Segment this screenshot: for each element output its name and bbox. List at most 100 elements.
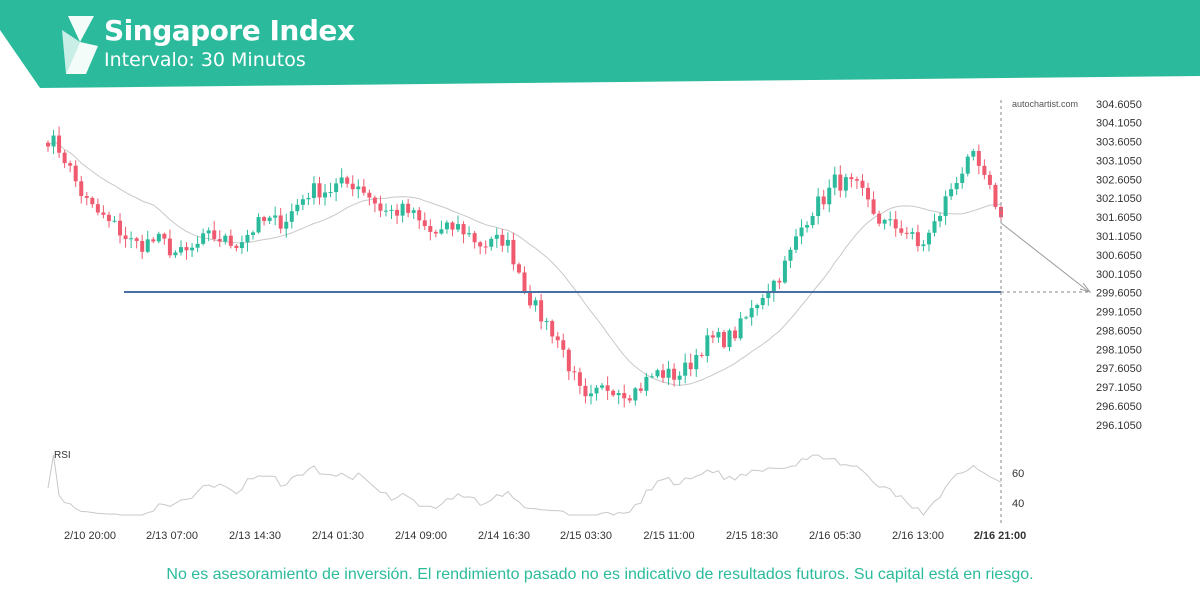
candle-body [882, 219, 887, 224]
candle-body [810, 216, 815, 226]
price-tick-label: 296.1050 [1096, 420, 1142, 432]
candle-body [295, 204, 300, 212]
candle-body [943, 196, 948, 216]
price-tick-label: 296.6050 [1096, 401, 1142, 413]
candle-body [46, 142, 50, 147]
candle-body [533, 300, 538, 306]
candle-body [262, 217, 267, 221]
candle-body [965, 156, 970, 174]
candle-body [633, 388, 638, 401]
candle-body [871, 199, 876, 214]
candle-body [406, 203, 411, 213]
candle-body [383, 210, 388, 212]
candle-body [90, 197, 95, 205]
candle-body [860, 180, 865, 188]
candle-body [439, 229, 444, 234]
candle-body [145, 239, 150, 252]
candle-body [577, 372, 582, 386]
candle-body [267, 217, 272, 221]
candle-body [572, 371, 577, 373]
candle-body [57, 135, 62, 153]
candle-body [727, 330, 732, 348]
candle-body [162, 233, 167, 239]
candle-body [921, 244, 926, 247]
candle-body [677, 375, 682, 380]
candle-body [622, 393, 627, 399]
candle-body [112, 220, 117, 222]
candle-body [101, 212, 106, 215]
rsi-label: RSI [54, 450, 71, 461]
candle-body [417, 210, 422, 221]
candle-body [938, 215, 943, 222]
candle-body [284, 221, 289, 229]
candle-body [771, 280, 776, 293]
candle-body [79, 181, 84, 197]
candle-body [893, 219, 898, 229]
candle-body [173, 252, 178, 256]
candle-body [151, 239, 156, 242]
candle-body [561, 340, 566, 350]
candle-body [206, 230, 211, 234]
watermark: autochartist.com [1012, 99, 1078, 109]
candle-body [234, 245, 239, 249]
candle-body [378, 203, 383, 211]
candle-body [611, 390, 616, 396]
time-tick-label: 2/16 21:00 [974, 530, 1027, 542]
candle-body [106, 214, 111, 222]
price-tick-label: 299.1050 [1096, 307, 1142, 319]
disclaimer: No es asesoramiento de inversión. El ren… [166, 566, 1034, 583]
candle-body [334, 183, 339, 193]
price-tick-label: 297.1050 [1096, 382, 1142, 394]
candle-body [156, 233, 161, 242]
rsi-tick-60: 60 [1012, 468, 1024, 480]
candle-body [62, 152, 67, 164]
candle-body [716, 332, 721, 338]
candle-body [516, 264, 521, 273]
candle-body [134, 238, 139, 241]
price-tick-label: 301.6050 [1096, 212, 1142, 224]
candle-body [866, 187, 871, 200]
candle-body [910, 232, 915, 234]
candle-body [976, 150, 981, 166]
time-tick-label: 2/16 05:30 [809, 530, 861, 542]
candle-body [733, 330, 738, 339]
candle-body [190, 247, 195, 251]
candle-body [843, 177, 848, 191]
candle-body [555, 336, 560, 341]
candle-body [999, 206, 1003, 218]
price-tick-label: 298.6050 [1096, 325, 1142, 337]
candle-body [478, 242, 483, 247]
candle-body [372, 197, 377, 204]
candle-body [600, 385, 605, 388]
candle-body [350, 183, 355, 190]
header-band [0, 0, 1200, 88]
candle-body [328, 192, 333, 194]
candle-body [201, 233, 206, 244]
candle-body [899, 228, 904, 233]
candle-body [251, 232, 256, 235]
candle-body [178, 247, 183, 253]
candle-body [960, 173, 965, 183]
candle-body [356, 186, 361, 190]
candle-body [550, 321, 555, 337]
candle-body [456, 224, 461, 230]
candle-body [289, 211, 294, 222]
candle-body [782, 260, 787, 283]
time-tick-label: 2/13 14:30 [229, 530, 281, 542]
autochartist-logo-icon [62, 16, 98, 74]
candle-body [467, 233, 472, 235]
price-tick-label: 299.6050 [1096, 288, 1142, 300]
candle-body [278, 215, 283, 229]
price-tick-label: 298.1050 [1096, 344, 1142, 356]
candle-body [594, 387, 599, 394]
time-tick-label: 2/15 11:00 [643, 530, 694, 542]
price-tick-label: 302.6050 [1096, 174, 1142, 186]
candle-body [273, 215, 278, 218]
time-tick-label: 2/14 09:00 [395, 530, 447, 542]
candle-body [655, 370, 660, 377]
candle-body [311, 183, 316, 198]
candle-body [954, 182, 959, 190]
moving-average-line [47, 140, 1002, 386]
candle-body [528, 291, 533, 306]
candle-body [799, 227, 804, 237]
